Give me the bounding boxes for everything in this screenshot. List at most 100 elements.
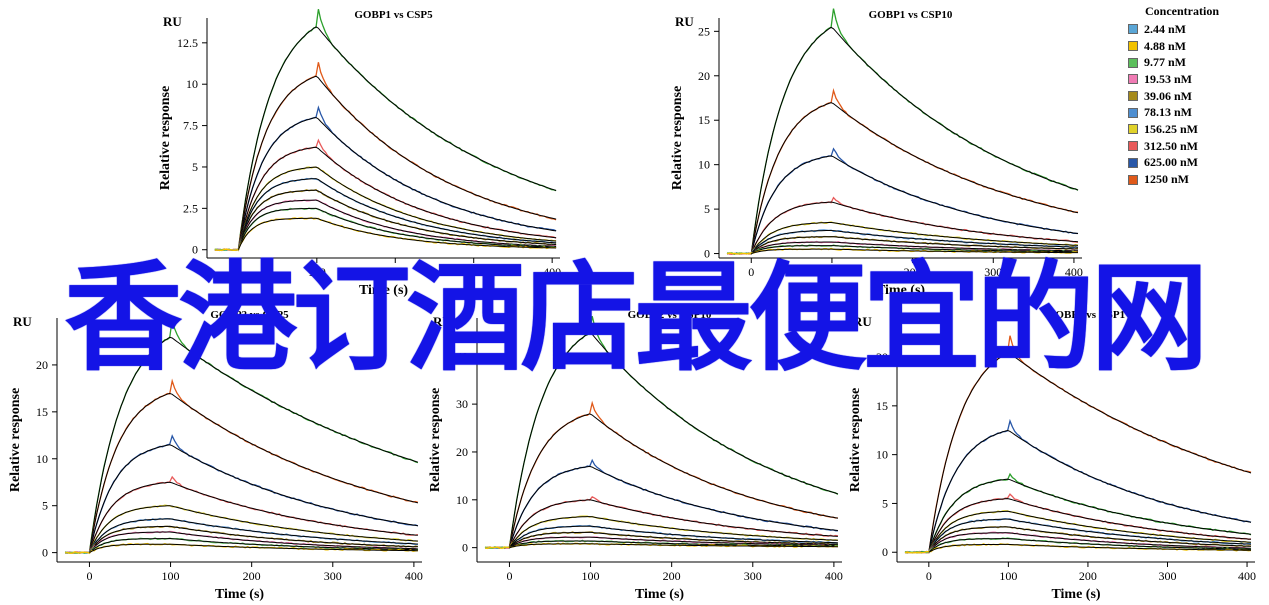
legend-item: 312.50 nM (1122, 138, 1242, 155)
fit-curve (928, 543, 1251, 553)
legend-swatch (1128, 107, 1138, 118)
fit-curve (928, 352, 1252, 553)
x-tick-label: 200 (243, 569, 261, 583)
legend-item: 19.53 nM (1122, 71, 1242, 88)
x-tick-label: 100 (162, 569, 180, 583)
sensorgram-chart: 0 5 10 15 20 25 0 100 200 300 400 GOBP1 vs CSP10 RU R… (670, 8, 1083, 298)
y-tick-label: 10 (698, 158, 710, 172)
fit-curve (928, 498, 1252, 553)
fit-curve (928, 510, 1252, 553)
chart-title: GOBP1 vs CSP5 (354, 9, 433, 21)
y-tick-label: 0 (42, 546, 48, 560)
x-tick-label: 0 (235, 265, 241, 279)
x-tick-label: 100 (999, 569, 1017, 583)
legend-label: 4.88 nM (1144, 38, 1186, 53)
y-tick-label: 5 (882, 496, 888, 510)
data-series (214, 138, 557, 252)
fit-curve (750, 102, 1079, 254)
fit-curve (88, 481, 418, 553)
chart-title: GOBP1 vs CSP10 (869, 9, 953, 21)
x-tick-label: 400 (405, 569, 423, 583)
x-tick-label: 400 (543, 265, 561, 279)
fit-curve (88, 525, 418, 553)
y-tick-label: 15 (698, 113, 710, 127)
y-tick-label: 15 (876, 399, 888, 413)
fit-curve (750, 26, 1079, 254)
fit-curve (508, 413, 838, 548)
x-tick-label: 300 (465, 265, 483, 279)
y-axis-label: Relative response (848, 388, 863, 492)
x-tick-label: 200 (663, 569, 681, 583)
fit-curve (751, 248, 1078, 255)
banner-text: 香港订酒店最便宜的网 (64, 249, 1208, 387)
y-tick-label: 10 (36, 452, 48, 466)
y-tick-label: 20 (698, 69, 710, 83)
fit-curve (751, 241, 1078, 254)
legend-item: 156.25 nM (1122, 121, 1242, 138)
legend-swatch (1128, 174, 1138, 185)
unit-label: RU (853, 314, 872, 329)
y-axis-label: Relative response (8, 388, 23, 492)
fit-curve (750, 236, 1078, 254)
fit-curve (508, 332, 839, 548)
y-tick-label: 5 (192, 160, 198, 174)
fit-curve (89, 543, 418, 554)
x-axis-label: Time (s) (359, 283, 408, 298)
unit-label: RU (675, 14, 694, 29)
y-tick-label: 30 (456, 397, 468, 411)
legend-item: 1250 nM (1122, 171, 1242, 188)
fit-curve (928, 518, 1252, 553)
data-series (214, 166, 557, 252)
fit-curve (88, 392, 419, 553)
x-tick-label: 300 (744, 569, 762, 583)
fit-curve (509, 525, 838, 548)
legend-label: 9.77 nM (1144, 55, 1186, 70)
legend-title: Concentration (1145, 4, 1219, 18)
fit-curve (88, 444, 418, 553)
y-tick-label: 12.5 (177, 36, 198, 50)
x-tick-label: 0 (86, 569, 92, 583)
fit-curve (928, 429, 1252, 553)
x-tick-label: 200 (1079, 569, 1097, 583)
fit-curve (508, 516, 838, 548)
fit-curve (237, 166, 557, 250)
legend-label: 2.44 nM (1144, 21, 1186, 36)
fit-curve (237, 178, 557, 250)
x-axis-label: Time (s) (876, 283, 925, 298)
fit-curve (237, 146, 557, 250)
x-tick-label: 400 (1065, 265, 1083, 279)
y-axis-label: Relative response (670, 86, 685, 190)
legend-swatch (1128, 74, 1138, 85)
x-tick-label: 400 (1238, 569, 1256, 583)
legend-item: 625.00 nM (1122, 155, 1242, 172)
fit-curve (237, 217, 557, 250)
legend-swatch (1128, 24, 1138, 35)
fit-curve (237, 207, 557, 250)
y-tick-label: 15 (36, 405, 48, 419)
fit-curve (509, 540, 838, 549)
data-series (726, 8, 1079, 255)
fit-curve (88, 336, 419, 553)
y-tick-label: 10 (876, 448, 888, 462)
fit-curve (237, 26, 557, 250)
legend-label: 19.53 nM (1144, 71, 1192, 86)
fit-curve (237, 199, 557, 250)
fit-curve (237, 75, 557, 250)
unit-label: RU (433, 314, 452, 329)
chart-title: GOBP2 vs CSP10 (628, 309, 712, 321)
fit-curve (509, 531, 838, 548)
y-tick-label: 5 (704, 202, 710, 216)
y-tick-label: 2.5 (183, 201, 198, 215)
y-tick-label: 5 (42, 499, 48, 513)
fit-curve (750, 230, 1079, 254)
y-tick-label: 20 (36, 358, 48, 372)
y-tick-label: 0 (462, 541, 468, 555)
fit-curve (509, 536, 838, 549)
x-tick-label: 100 (823, 265, 841, 279)
chart-title: GOBP2 vs CSP1 (1047, 309, 1125, 321)
x-tick-label: 200 (904, 265, 922, 279)
fit-curve (751, 245, 1078, 255)
